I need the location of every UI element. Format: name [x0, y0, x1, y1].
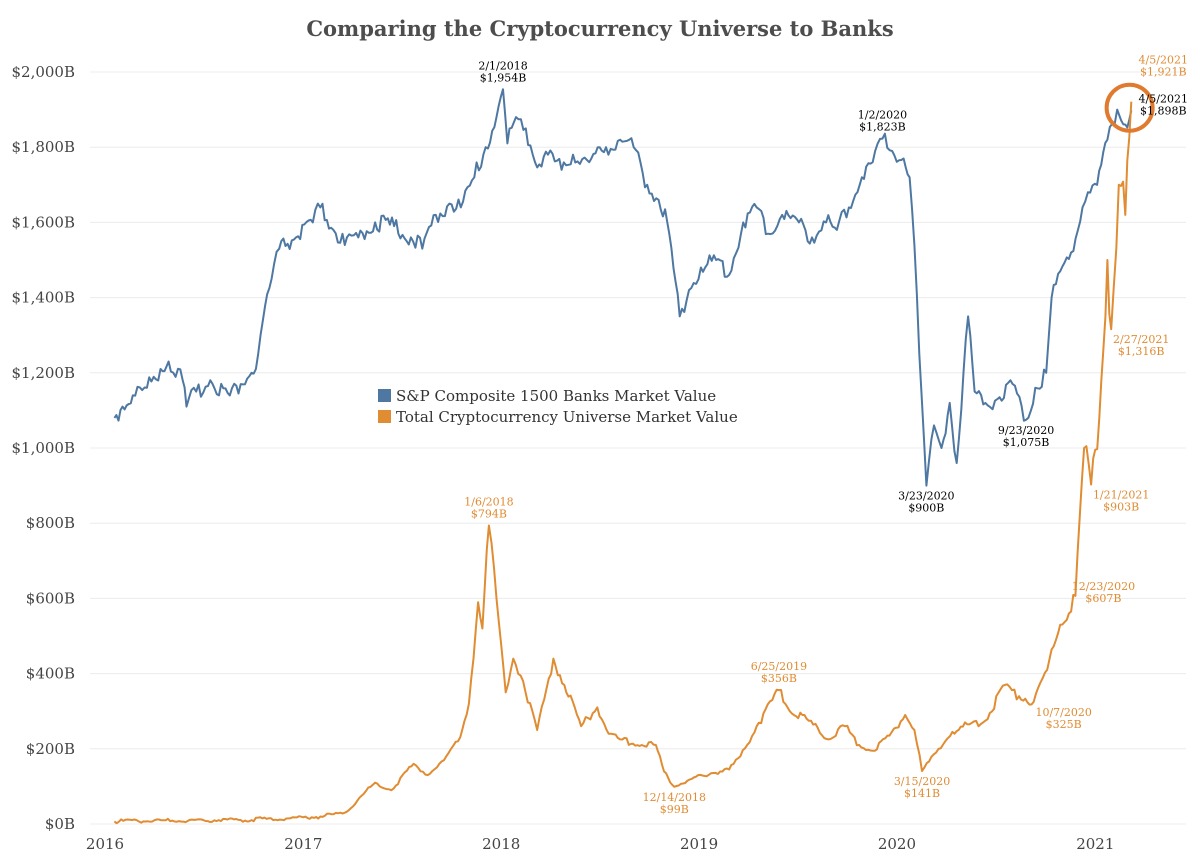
annotation-value: $1,823B — [859, 121, 906, 134]
annotation-banks: 3/23/2020$900B — [898, 490, 954, 515]
annotation-date: 9/23/2020 — [998, 424, 1054, 437]
annotation-value: $794B — [471, 507, 507, 520]
x-tick-label: 2020 — [878, 835, 916, 853]
annotation-crypto: 4/5/2021$1,921B — [1139, 54, 1188, 79]
legend-label-banks: S&P Composite 1500 Banks Market Value — [396, 387, 716, 405]
annotation-banks: 4/5/2021$1,898B — [1139, 92, 1188, 117]
x-tick-label: 2021 — [1076, 835, 1114, 853]
legend-label-crypto: Total Cryptocurrency Universe Market Val… — [396, 408, 738, 426]
annotation-crypto: 10/7/2020$325B — [1035, 706, 1091, 731]
annotation-value: $1,075B — [1003, 436, 1050, 449]
x-tick-label: 2019 — [680, 835, 718, 853]
annotation-date: 10/7/2020 — [1035, 706, 1091, 719]
annotation-value: $900B — [908, 502, 944, 515]
y-tick-label: $600B — [26, 589, 75, 607]
gridlines — [90, 71, 1186, 825]
y-tick-label: $1,600B — [11, 213, 75, 231]
annotation-banks: 1/2/2020$1,823B — [858, 109, 907, 134]
annotation-crypto: 6/25/2019$356B — [751, 660, 807, 685]
annotation-date: 3/15/2020 — [894, 775, 950, 788]
annotation-date: 4/5/2021 — [1139, 92, 1188, 105]
annotation-crypto: 12/14/2018$99B — [643, 791, 706, 816]
chart-title: Comparing the Cryptocurrency Universe to… — [306, 16, 893, 41]
y-tick-label: $0B — [45, 815, 75, 833]
annotation-value: $1,316B — [1118, 345, 1165, 358]
annotation-date: 12/23/2020 — [1072, 580, 1135, 593]
annotation-crypto: 1/6/2018$794B — [464, 495, 513, 520]
annotation-value: $1,898B — [1140, 104, 1187, 117]
y-tick-label: $1,000B — [11, 439, 75, 457]
x-tick-label: 2018 — [482, 835, 520, 853]
series-lines — [113, 82, 1155, 825]
y-tick-label: $400B — [26, 665, 75, 683]
annotation-date: 1/2/2020 — [858, 109, 907, 122]
y-tick-label: $800B — [26, 514, 75, 532]
annotation-crypto: 3/15/2020$141B — [894, 775, 950, 800]
crypto-series-line — [113, 101, 1133, 825]
annotation-value: $903B — [1103, 500, 1139, 513]
annotation-date: 6/25/2019 — [751, 660, 807, 673]
annotation-date: 1/21/2021 — [1093, 488, 1149, 501]
legend-swatch-crypto — [378, 410, 391, 423]
x-axis-ticks: 2016 2017 2018 2019 2020 2021 — [86, 835, 1114, 853]
y-tick-label: $2,000B — [11, 63, 75, 81]
y-tick-label: $200B — [26, 740, 75, 758]
y-axis-ticks: $0B $200B $400B $600B $800B $1,000B $1,200B $1,… — [11, 63, 75, 833]
annotation-value: $141B — [904, 787, 940, 800]
x-tick-label: 2016 — [86, 835, 124, 853]
annotation-banks: 9/23/2020$1,075B — [998, 424, 1054, 449]
annotation-crypto: 12/23/2020$607B — [1072, 580, 1135, 605]
annotation-crypto: 1/21/2021$903B — [1093, 488, 1149, 513]
y-tick-label: $1,800B — [11, 138, 75, 156]
annotation-date: 12/14/2018 — [643, 791, 706, 804]
annotation-banks: 2/1/2018$1,954B — [478, 59, 527, 84]
highlight-circle — [1104, 82, 1155, 133]
annotation-date: 4/5/2021 — [1139, 54, 1188, 67]
annotation-value: $99B — [660, 803, 689, 816]
legend: S&P Composite 1500 Banks Market Value To… — [378, 387, 738, 426]
annotation-date: 3/23/2020 — [898, 490, 954, 503]
x-tick-label: 2017 — [284, 835, 322, 853]
annotations: 2/1/2018$1,954B1/2/2020$1,823B3/23/2020$… — [464, 54, 1188, 816]
y-tick-label: $1,400B — [11, 289, 75, 307]
legend-swatch-banks — [378, 389, 391, 402]
banks-series-line — [113, 88, 1133, 487]
y-tick-label: $1,200B — [11, 364, 75, 382]
annotation-date: 2/27/2021 — [1113, 333, 1169, 346]
annotation-date: 2/1/2018 — [478, 59, 527, 72]
annotation-value: $325B — [1046, 718, 1082, 731]
annotation-crypto: 2/27/2021$1,316B — [1113, 333, 1169, 358]
annotation-value: $1,921B — [1140, 66, 1187, 79]
annotation-value: $356B — [761, 672, 797, 685]
annotation-value: $1,954B — [480, 71, 527, 84]
annotation-value: $607B — [1085, 592, 1121, 605]
annotation-date: 1/6/2018 — [464, 495, 513, 508]
